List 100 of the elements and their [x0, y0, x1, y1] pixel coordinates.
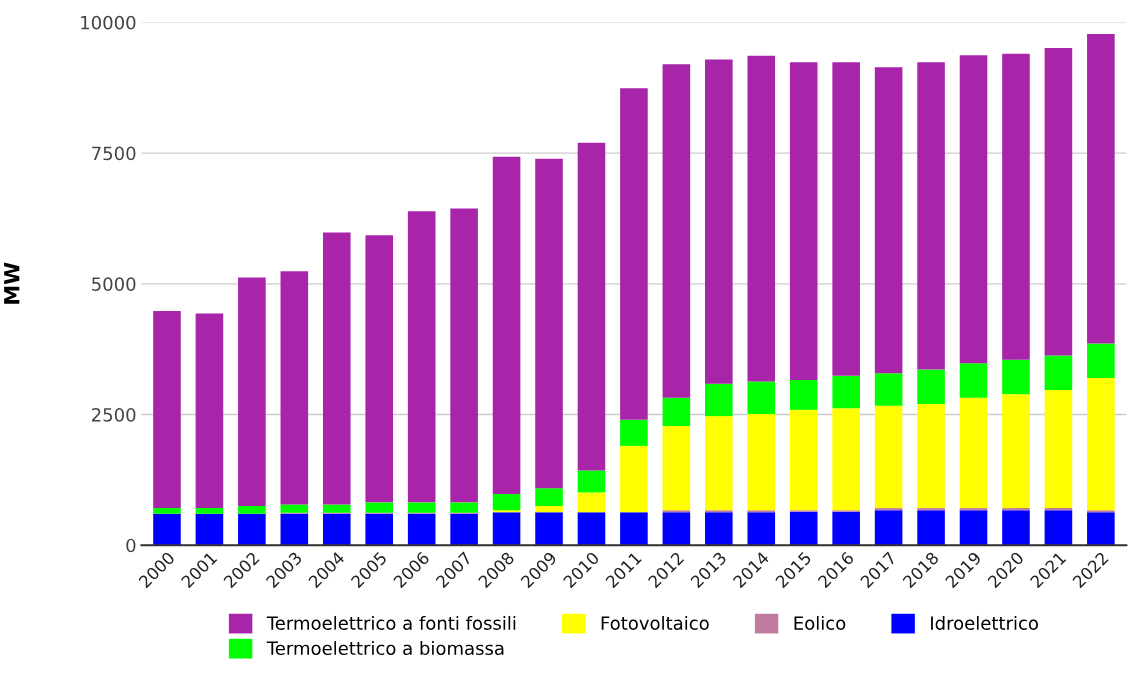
legend-label: Termoelettrico a fonti fossili — [266, 615, 516, 630]
bar — [153, 513, 181, 546]
bar — [959, 397, 988, 509]
bar — [365, 235, 394, 503]
bar — [1087, 343, 1115, 378]
bar — [1044, 510, 1073, 546]
bar — [280, 513, 309, 546]
bar — [959, 363, 988, 398]
bar — [535, 158, 563, 489]
bar — [195, 508, 224, 514]
bar — [1002, 53, 1030, 360]
bar — [789, 62, 818, 381]
bar — [1002, 510, 1030, 546]
bar — [1002, 508, 1030, 511]
bar — [874, 510, 903, 546]
bar — [705, 510, 733, 513]
bar — [620, 88, 648, 420]
bar — [789, 380, 818, 410]
bar — [620, 419, 648, 446]
bar — [407, 211, 436, 503]
bar — [917, 369, 945, 405]
legend-label: Eolico — [794, 615, 846, 630]
bar — [450, 208, 478, 503]
y-axis-title: MW — [4, 262, 20, 304]
bar — [1002, 394, 1030, 509]
y-tick-label: 7500 — [92, 146, 136, 161]
bar — [1044, 389, 1073, 509]
bar — [535, 488, 563, 507]
bar — [280, 271, 309, 505]
bar — [535, 512, 563, 546]
bar — [917, 510, 945, 546]
bar — [789, 409, 818, 511]
bar — [577, 492, 606, 513]
bar — [1044, 508, 1073, 511]
bar — [492, 156, 521, 494]
bar — [1044, 355, 1073, 390]
bar — [322, 513, 351, 546]
bar — [238, 513, 266, 546]
bar — [450, 513, 478, 546]
bar — [832, 62, 860, 376]
bar — [492, 494, 521, 511]
bar — [874, 508, 903, 511]
bar — [153, 508, 181, 514]
bar — [874, 405, 903, 509]
bar — [1087, 33, 1115, 344]
bar — [959, 510, 988, 546]
bar — [705, 383, 733, 417]
bar — [874, 373, 903, 406]
bar — [407, 502, 436, 513]
bar — [577, 142, 606, 471]
bar — [959, 55, 988, 364]
bar — [1044, 48, 1073, 356]
bar — [832, 408, 860, 511]
legend-label: Idroelettrico — [931, 615, 1038, 630]
bar — [620, 512, 648, 546]
bar — [747, 414, 776, 511]
bar — [322, 504, 351, 513]
bar — [1002, 359, 1030, 395]
bar — [1087, 377, 1115, 511]
legend-label: Termoelettrico a biomassa — [266, 641, 504, 656]
bar — [832, 375, 860, 409]
bar — [832, 511, 860, 546]
bar — [238, 506, 266, 514]
bar — [577, 470, 606, 493]
bar — [322, 232, 351, 505]
y-tick-label: 10000 — [81, 15, 136, 30]
bar — [365, 502, 394, 513]
bar — [195, 313, 224, 509]
bar — [662, 510, 691, 513]
bar — [280, 504, 309, 513]
bar — [1087, 510, 1115, 513]
bar — [662, 64, 691, 398]
bar — [705, 59, 733, 384]
bar — [747, 55, 776, 382]
bar — [450, 502, 478, 513]
bar — [153, 311, 181, 509]
bar — [917, 508, 945, 511]
bar — [747, 381, 776, 415]
bar — [662, 426, 691, 511]
bar — [492, 510, 521, 513]
bar — [747, 510, 776, 513]
bar — [662, 397, 691, 427]
y-tick-label: 5000 — [92, 277, 136, 291]
bar — [195, 513, 224, 546]
bar — [492, 512, 521, 546]
bar — [365, 513, 394, 546]
bar — [917, 404, 945, 509]
bar — [577, 512, 606, 546]
bar — [535, 506, 563, 513]
bar — [662, 512, 691, 546]
bar — [705, 512, 733, 546]
bar — [789, 511, 818, 546]
legend-label: Fotovoltaico — [601, 615, 709, 630]
y-tick-label: 0 — [126, 538, 136, 553]
y-tick-label: 2500 — [92, 407, 136, 422]
bar — [874, 67, 903, 374]
bar — [238, 277, 266, 507]
bar — [1087, 512, 1115, 546]
bar — [705, 416, 733, 511]
bar — [917, 62, 945, 370]
